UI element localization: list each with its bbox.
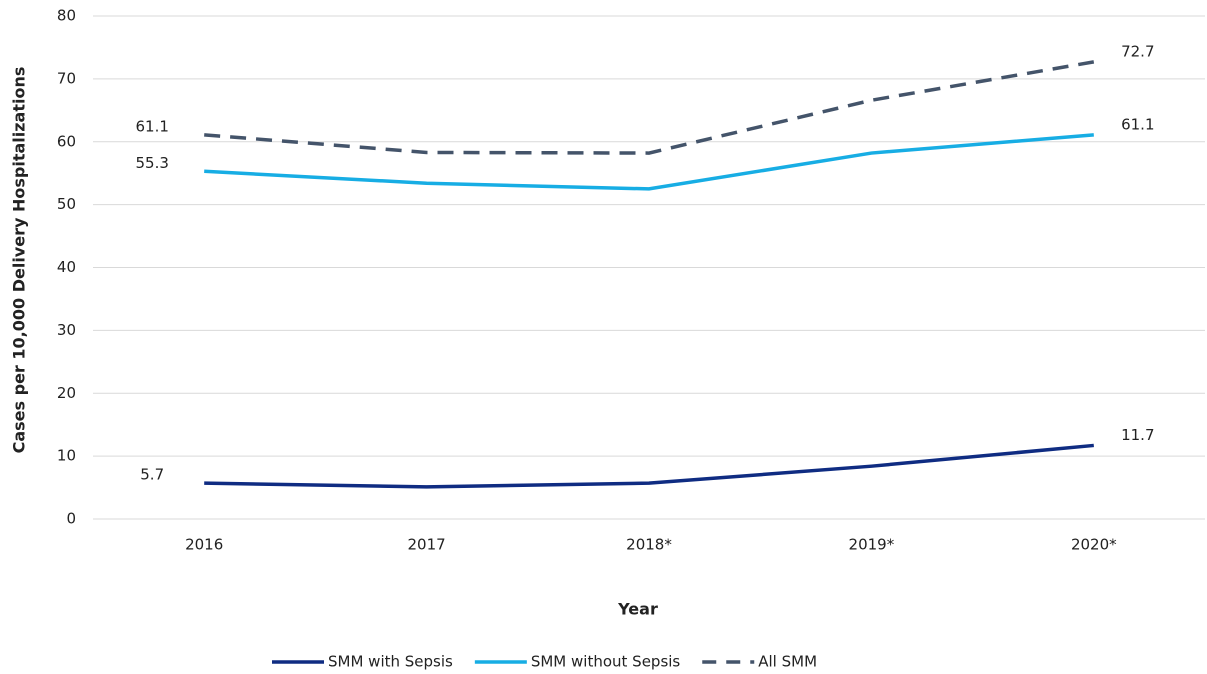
x-tick-label: 2017 <box>408 536 446 554</box>
x-tick-label: 2020* <box>1071 536 1117 554</box>
series-line <box>204 133 1094 191</box>
x-axis-title: Year <box>617 600 658 619</box>
x-tick-label: 2019* <box>849 536 895 554</box>
y-tick-label: 70 <box>57 69 76 87</box>
legend-label: All SMM <box>758 653 817 671</box>
y-tick-label: 30 <box>57 321 76 339</box>
y-tick-label: 50 <box>57 195 76 213</box>
y-tick-label: 80 <box>57 7 76 25</box>
data-label: 61.1 <box>1121 115 1154 133</box>
x-tick-label: 2018* <box>626 536 672 554</box>
y-tick-label: 60 <box>57 132 76 150</box>
y-tick-label: 20 <box>57 384 76 402</box>
y-tick-label: 10 <box>57 447 76 465</box>
data-label: 55.3 <box>135 154 168 172</box>
y-axis-title: Cases per 10,000 Delivery Hospitalizatio… <box>10 67 29 454</box>
data-label: 5.7 <box>140 466 164 484</box>
y-tick-label: 0 <box>66 510 76 528</box>
data-label: 72.7 <box>1121 42 1154 60</box>
series-line <box>204 443 1094 489</box>
data-label: 11.7 <box>1121 426 1154 444</box>
data-label: 61.1 <box>135 117 168 135</box>
x-tick-label: 2016 <box>185 536 223 554</box>
legend-label: SMM without Sepsis <box>531 653 681 671</box>
series-line <box>204 60 1095 155</box>
legend-label: SMM with Sepsis <box>328 653 453 671</box>
y-tick-label: 40 <box>57 258 76 276</box>
